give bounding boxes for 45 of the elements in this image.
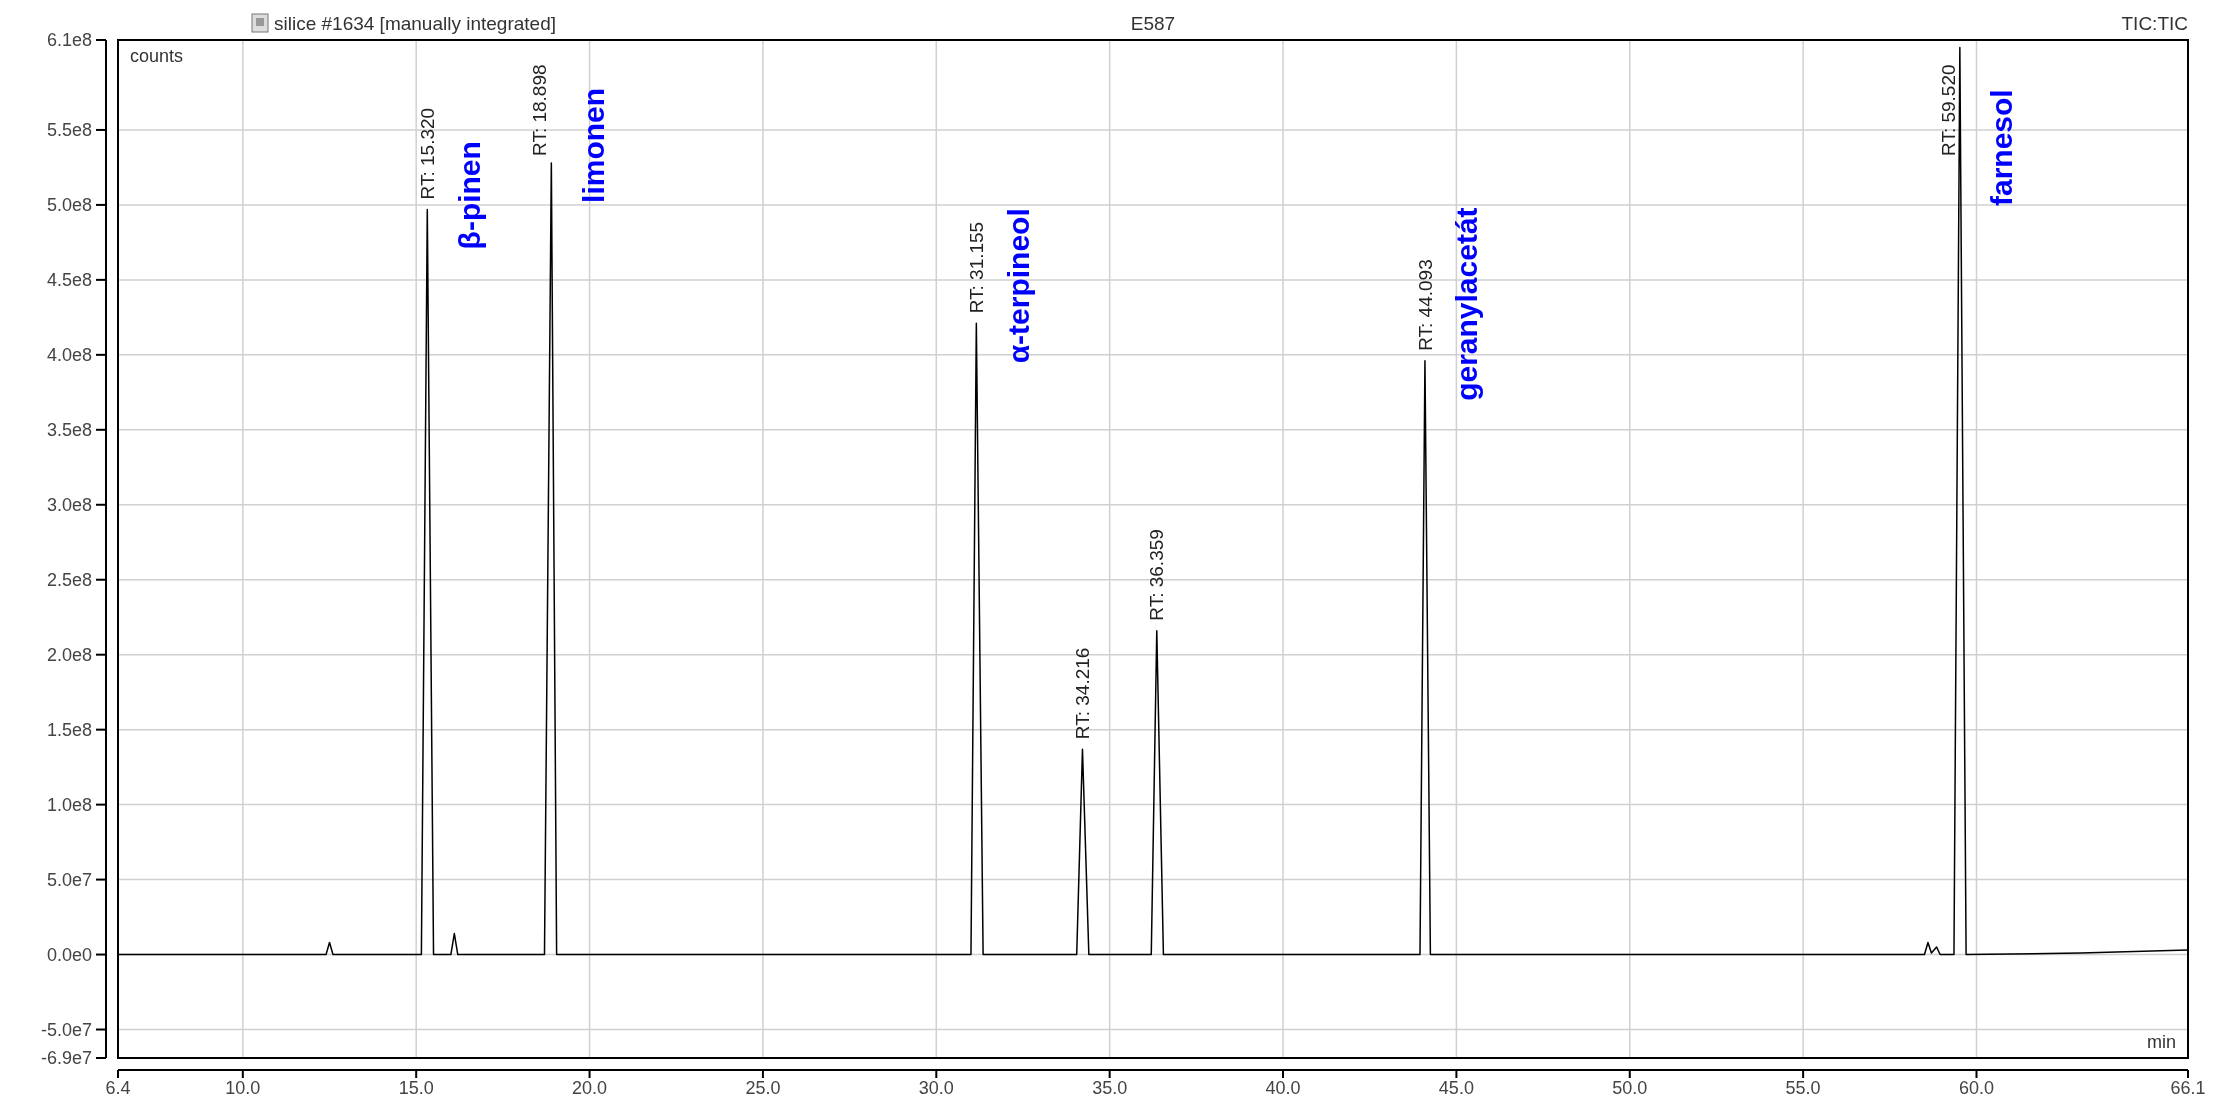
y-tick-label: 5.0e8: [46, 195, 92, 216]
y-axis-title: counts: [130, 46, 184, 66]
x-tick-label: 10.0: [225, 1078, 261, 1099]
y-tick-label: 2.5e8: [46, 570, 92, 591]
y-tick-label: 4.5e8: [46, 270, 92, 291]
y-tick-label: 3.5e8: [46, 420, 92, 441]
x-tick-label: 40.0: [1265, 1078, 1301, 1099]
y-tick-label: 2.0e8: [46, 645, 92, 665]
x-tick-label: 20.0: [572, 1078, 608, 1099]
annotation: β-pinen: [452, 141, 486, 250]
annotation: geranylacetát: [1450, 207, 1484, 401]
y-tick-label: 6.1e8: [46, 30, 92, 51]
x-tick-label: 50.0: [1612, 1078, 1648, 1099]
text: TIC:TIC: [2121, 13, 2188, 34]
annotation: RT: 18.898: [529, 64, 550, 156]
x-tick-label: 55.0: [1785, 1078, 1821, 1099]
annotation: RT: 44.093: [1414, 259, 1436, 351]
y-tick-label: 5.5e8: [46, 120, 92, 141]
annotation: α-terpineol: [1001, 208, 1035, 364]
annotation: RT: 59.520: [1937, 64, 1959, 156]
y-tick-label: 4.0e8: [46, 345, 92, 366]
annotation: RT: 15.320: [416, 107, 438, 200]
chart-title: silice #1634 [manually integrated]: [274, 13, 557, 34]
x-axis-title: min: [2146, 1032, 2176, 1052]
x-tick-label: 15.0: [398, 1078, 434, 1099]
x-tick-label: 35.0: [1092, 1078, 1128, 1099]
x-tick-label: 66.1: [2170, 1078, 2206, 1099]
x-tick-label: 30.0: [918, 1078, 954, 1099]
annotation: RT: 36.359: [1146, 529, 1168, 621]
x-tick-label: 6.4: [105, 1078, 131, 1099]
annotation: farnesol: [1985, 89, 2019, 206]
y-tick-label: -6.9e7: [40, 1048, 92, 1069]
y-tick-label: -5.0e7: [40, 1019, 92, 1040]
annotation: RT: 34.216: [1072, 647, 1094, 740]
chart-subtitle: E587: [1130, 13, 1176, 34]
x-tick-label: 25.0: [745, 1078, 781, 1099]
y-tick-label: 1.5e8: [46, 719, 92, 740]
x-tick-label: 45.0: [1438, 1078, 1474, 1099]
x-tick-label: 60.0: [1958, 1078, 1995, 1099]
y-tick-label: 5.0e7: [46, 869, 92, 890]
y-tick-label: 1.0e8: [46, 794, 92, 815]
annotation: limonen: [576, 87, 610, 203]
y-tick-label: 3.0e8: [46, 495, 92, 516]
y-tick-label: 0.0e0: [46, 944, 92, 965]
annotation: RT: 31.155: [965, 221, 987, 314]
